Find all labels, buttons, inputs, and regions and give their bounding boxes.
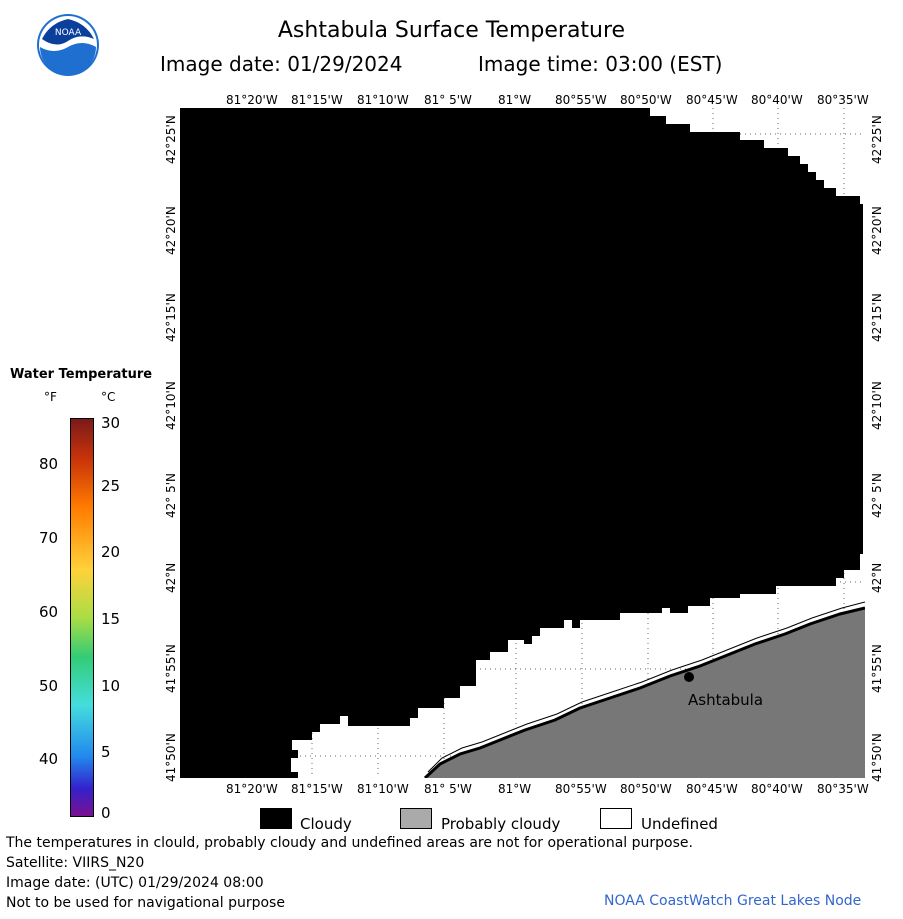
lon-label-bottom: 81°20'W	[226, 782, 278, 796]
celsius-tick: 10	[101, 677, 121, 695]
celsius-tick: 15	[101, 610, 121, 628]
lat-label-left: 41°55'N	[164, 644, 178, 693]
celsius-tick: 20	[101, 543, 121, 561]
cloudy-area	[180, 108, 863, 778]
lon-label-bottom: 81°15'W	[291, 782, 343, 796]
map	[180, 108, 865, 778]
lat-label-right: 42°N	[870, 562, 884, 593]
lat-label-left: 42° 5'N	[164, 473, 178, 518]
lon-label-bottom: 80°40'W	[751, 782, 803, 796]
page-title: Ashtabula Surface Temperature	[277, 18, 626, 43]
lon-label-bottom: 81° 5'W	[424, 782, 472, 796]
fahrenheit-tick: 50	[39, 677, 59, 695]
celsius-tick: 0	[101, 804, 111, 822]
unit-celsius: °C	[101, 390, 116, 404]
lon-label-top: 81°W	[498, 93, 532, 107]
lon-label-top: 81°10'W	[357, 93, 409, 107]
lon-label-bottom: 80°45'W	[686, 782, 738, 796]
lon-label-bottom: 80°50'W	[620, 782, 672, 796]
lon-label-bottom: 80°35'W	[817, 782, 869, 796]
celsius-tick: 5	[101, 743, 111, 761]
shoreline-outer	[427, 601, 865, 773]
key-undefined-swatch	[600, 808, 632, 829]
lon-label-top: 80°40'W	[751, 93, 803, 107]
city-label: Ashtabula	[688, 691, 764, 709]
unit-fahrenheit: °F	[44, 390, 57, 404]
fahrenheit-tick: 40	[39, 750, 59, 768]
lon-label-bottom: 80°55'W	[555, 782, 607, 796]
lon-label-bottom: 81°W	[498, 782, 532, 796]
noaa-logo-icon: NOAA	[37, 14, 99, 76]
key-cloudy-label: Cloudy	[300, 815, 352, 833]
fahrenheit-tick: 60	[39, 603, 59, 621]
lon-label-bottom: 81°10'W	[357, 782, 409, 796]
lat-label-left: 41°50'N	[164, 733, 178, 782]
lat-label-right: 42°10'N	[870, 381, 884, 430]
legend-title: Water Temperature	[10, 367, 153, 382]
logo-text: NOAA	[55, 28, 82, 38]
key-probably-cloudy-label: Probably cloudy	[441, 815, 561, 833]
lon-label-top: 80°50'W	[620, 93, 672, 107]
lat-label-right: 42°15'N	[870, 293, 884, 342]
lat-label-right: 42° 5'N	[870, 473, 884, 518]
fahrenheit-tick: 80	[39, 455, 59, 473]
lat-label-right: 41°50'N	[870, 733, 884, 782]
footer-nav-warning: Not to be used for navigational purpose	[6, 895, 285, 911]
key-cloudy-swatch	[260, 808, 292, 829]
color-scale-bar	[70, 418, 94, 817]
lon-label-top: 80°45'W	[686, 93, 738, 107]
lat-label-right: 41°55'N	[870, 644, 884, 693]
image-time: Image time: 03:00 (EST)	[478, 52, 723, 76]
lat-label-right: 42°20'N	[870, 206, 884, 255]
key-undefined-label: Undefined	[641, 815, 718, 833]
lat-label-right: 42°25'N	[870, 115, 884, 164]
shoreline	[423, 606, 865, 778]
celsius-tick: 25	[101, 477, 121, 495]
lat-label-left: 42°15'N	[164, 293, 178, 342]
lon-label-top: 81°15'W	[291, 93, 343, 107]
city-marker-icon	[684, 672, 694, 682]
lat-label-left: 42°N	[164, 562, 178, 593]
fahrenheit-tick: 70	[39, 529, 59, 547]
lat-label-left: 42°20'N	[164, 206, 178, 255]
lat-label-left: 42°10'N	[164, 381, 178, 430]
footer-satellite: Satellite: VIIRS_N20	[6, 855, 145, 871]
lon-label-top: 81° 5'W	[424, 93, 472, 107]
land-area	[425, 608, 865, 778]
footer-utc-date: Image date: (UTC) 01/29/2024 08:00	[6, 875, 264, 891]
lon-label-top: 80°35'W	[817, 93, 869, 107]
lon-label-top: 81°20'W	[226, 93, 278, 107]
celsius-tick: 30	[101, 414, 121, 432]
lon-label-top: 80°55'W	[555, 93, 607, 107]
footer-note: The temperatures in clould, probably clo…	[6, 835, 693, 851]
lat-label-left: 42°25'N	[164, 115, 178, 164]
footer-credit: NOAA CoastWatch Great Lakes Node	[604, 893, 862, 909]
key-probably-cloudy-swatch	[400, 808, 432, 829]
image-date: Image date: 01/29/2024	[160, 52, 403, 76]
